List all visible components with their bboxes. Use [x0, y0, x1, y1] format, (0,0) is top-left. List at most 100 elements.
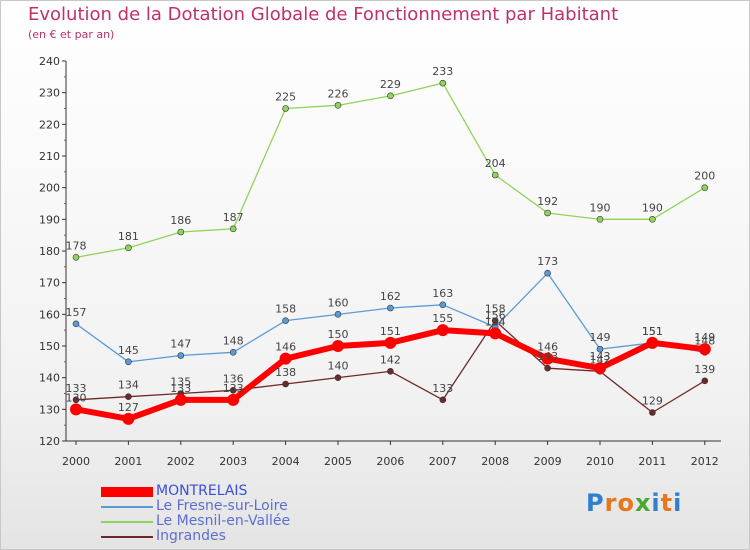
data-point: [70, 403, 82, 416]
data-label: 155: [432, 312, 453, 325]
logo-letter: t: [660, 489, 674, 517]
data-label: 178: [66, 239, 87, 252]
data-point: [174, 393, 187, 406]
x-tick-label: 2002: [167, 455, 195, 468]
data-label: 200: [694, 170, 715, 183]
data-point: [72, 254, 80, 261]
data-point: [489, 327, 502, 340]
data-point: [125, 393, 132, 400]
logo-letter: P: [586, 489, 605, 517]
data-point: [229, 225, 237, 233]
data-label: 127: [118, 401, 139, 414]
data-label: 158: [275, 303, 296, 316]
data-label: 149: [694, 331, 715, 344]
data-point: [125, 244, 132, 252]
data-label: 229: [380, 78, 401, 91]
legend-label: MONTRELAIS: [156, 483, 248, 499]
x-tick-label: 2011: [638, 455, 666, 468]
data-label: 173: [537, 255, 558, 268]
data-label: 145: [118, 344, 139, 357]
data-point: [544, 269, 551, 277]
data-point: [491, 317, 499, 324]
data-point: [387, 368, 394, 375]
legend-label: Ingrandes: [156, 528, 226, 544]
data-label: 149: [590, 331, 611, 344]
data-point: [227, 393, 240, 406]
data-point: [491, 171, 499, 179]
x-tick-label: 2001: [114, 455, 142, 468]
data-label: 151: [642, 325, 663, 338]
x-tick-label: 2004: [272, 455, 300, 468]
data-label: 190: [642, 201, 663, 214]
data-label: 136: [223, 372, 244, 385]
logo-letter: x: [634, 489, 652, 517]
data-point: [279, 352, 292, 365]
data-label: 133: [223, 382, 244, 395]
data-label: 160: [328, 296, 349, 309]
data-label: 146: [537, 341, 558, 354]
data-label: 151: [642, 325, 663, 338]
data-point: [334, 102, 342, 109]
data-point: [229, 349, 237, 356]
data-point: [282, 317, 289, 324]
data-label: 162: [380, 290, 401, 303]
data-point: [332, 340, 344, 352]
x-tick-label: 2003: [219, 455, 247, 468]
data-point: [596, 216, 604, 223]
data-label: 142: [590, 353, 611, 366]
y-tick-label: 200: [39, 182, 60, 195]
data-point: [72, 320, 80, 328]
x-tick-label: 2005: [324, 455, 352, 468]
y-tick-label: 220: [39, 118, 60, 131]
data-label: 151: [380, 325, 401, 338]
data-point: [544, 209, 551, 217]
data-label: 225: [275, 91, 296, 104]
data-point: [439, 79, 447, 87]
data-label: 142: [380, 353, 401, 366]
x-tick-label: 2008: [481, 455, 509, 468]
data-label: 187: [223, 211, 244, 224]
data-label: 147: [170, 338, 191, 351]
data-point: [387, 304, 394, 312]
data-point: [701, 184, 709, 191]
data-point: [177, 352, 185, 359]
legend-swatch: [101, 487, 153, 497]
legend-swatch: [101, 536, 153, 538]
data-label: 156: [485, 309, 506, 322]
y-tick-label: 160: [39, 308, 60, 321]
data-label: 204: [485, 157, 506, 170]
logo-letter: r: [604, 489, 618, 517]
chart-subtitle: (en € et par an): [28, 28, 115, 41]
data-point: [72, 396, 80, 404]
data-label: 146: [275, 341, 296, 354]
y-tick-label: 170: [39, 277, 60, 290]
data-point: [282, 105, 289, 112]
legend-swatch: [101, 521, 153, 523]
data-label: 226: [328, 87, 349, 100]
data-label: 186: [170, 214, 191, 227]
y-tick-label: 240: [39, 55, 60, 68]
x-tick-label: 2007: [429, 455, 457, 468]
data-label: 143: [590, 350, 611, 363]
data-label: 163: [432, 287, 453, 300]
data-label: 190: [590, 201, 611, 214]
data-label: 192: [537, 195, 558, 208]
y-tick-label: 140: [39, 372, 60, 385]
data-point: [387, 92, 394, 100]
data-point: [177, 228, 185, 236]
y-tick-label: 210: [39, 150, 60, 163]
data-point: [282, 380, 289, 388]
legend-label: Le Fresne-sur-Loire: [156, 498, 288, 514]
data-label: 133: [170, 382, 191, 395]
x-tick-label: 2009: [534, 455, 562, 468]
data-point: [229, 387, 237, 394]
series-line: [75, 82, 706, 258]
data-label: 181: [118, 230, 139, 243]
logo-letter: i: [651, 489, 661, 517]
data-point: [596, 345, 604, 353]
legend-swatch: [101, 506, 153, 508]
logo-letter: o: [617, 489, 635, 517]
data-label: 129: [642, 395, 663, 408]
y-tick-label: 230: [39, 87, 60, 100]
